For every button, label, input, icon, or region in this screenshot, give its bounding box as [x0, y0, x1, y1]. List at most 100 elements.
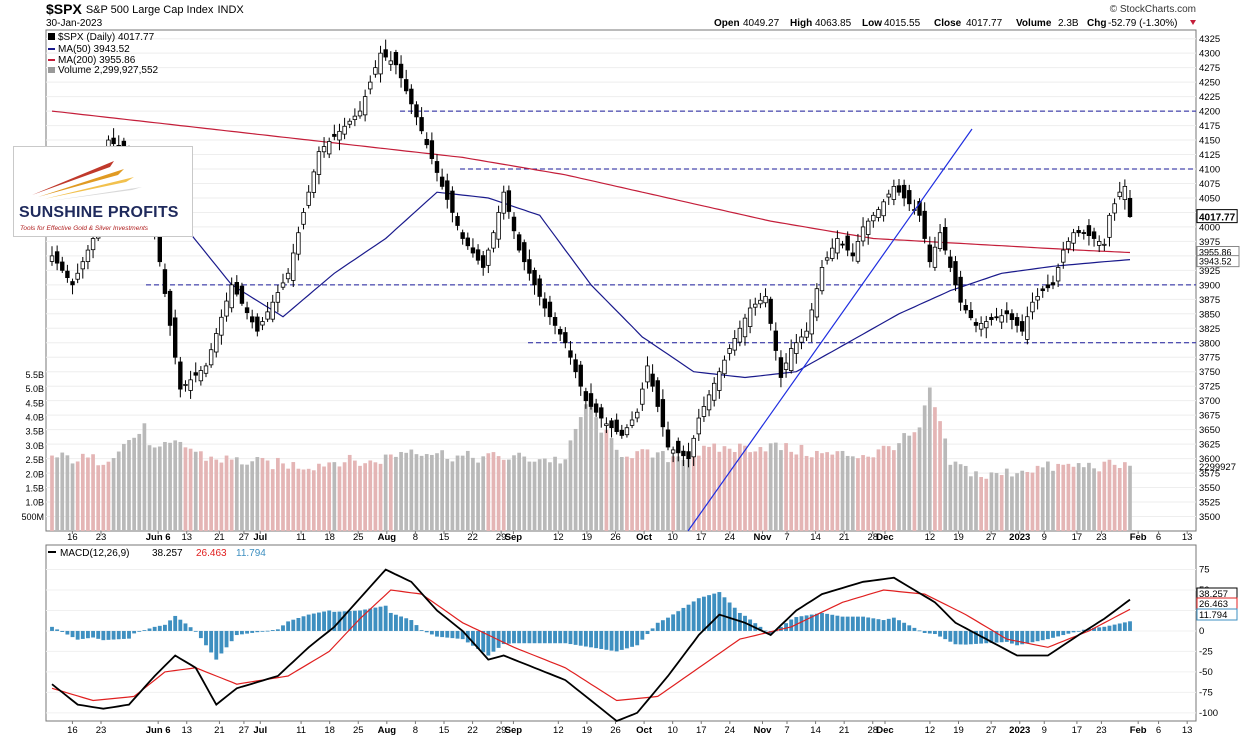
volume-bar [1061, 464, 1066, 531]
volume-bar [435, 453, 439, 531]
candle-body [1127, 197, 1133, 218]
x-tick-label: 27 [986, 725, 997, 736]
macd-histogram-bar [614, 630, 619, 652]
macd-histogram-bar [250, 630, 255, 633]
macd-histogram-bar [871, 618, 876, 631]
price-tick-label: 4300 [1199, 49, 1220, 60]
macd-histogram-bar [1117, 623, 1122, 631]
price-tick-label: 3800 [1199, 338, 1220, 349]
volume-bar [804, 455, 809, 531]
x-tick-label: Oct [636, 725, 653, 736]
volume-bar [188, 448, 193, 531]
x-tick-label: 6 [1156, 532, 1161, 543]
macd-histogram-bar [404, 618, 409, 631]
candle-body [522, 242, 527, 263]
volume-bar [296, 468, 301, 531]
candle-body [686, 451, 691, 460]
macd-histogram-bar [445, 630, 450, 638]
price-tick-label: 3575 [1199, 469, 1220, 480]
macd-histogram-bar [270, 630, 275, 631]
macd-histogram-bar [609, 630, 614, 651]
candle-body [943, 226, 948, 251]
volume-bar [681, 459, 686, 531]
macd-histogram-bar [127, 630, 131, 639]
volume-bar [250, 461, 255, 531]
volume-bar [430, 454, 434, 531]
candle-body [968, 309, 974, 319]
volume-bar [424, 454, 429, 531]
macd-histogram-bar [1066, 630, 1071, 634]
macd-histogram-bar [188, 627, 193, 631]
candle-body [357, 110, 363, 117]
volume-bar [625, 456, 629, 531]
volume-bar [163, 441, 167, 531]
candle-body [599, 407, 604, 419]
x-tick-label: 19 [953, 532, 964, 543]
volume-bar [768, 443, 773, 531]
macd-current-label: 38.257 [1199, 589, 1228, 600]
volume-bar [743, 445, 747, 531]
macd-histogram-bar [1056, 630, 1061, 637]
macd-histogram-bar [55, 629, 60, 631]
macd-value-box [1196, 608, 1238, 621]
macd-histogram-bar [116, 630, 121, 640]
volume-bar [835, 451, 840, 531]
candle-body [1091, 231, 1097, 239]
volume-bar [702, 445, 706, 531]
candle-body [824, 257, 830, 261]
candle-body [388, 60, 393, 65]
macd-histogram-bar [974, 630, 978, 644]
volume-bar [861, 455, 865, 531]
x-tick-label: 27 [986, 532, 997, 543]
x-tick-label: Feb [1130, 532, 1147, 543]
volume-bars [50, 387, 1132, 531]
price-tick-label: 3925 [1199, 266, 1220, 277]
volume-bar [979, 476, 983, 531]
macd-histogram-bar [953, 630, 958, 645]
candle-body [737, 327, 743, 343]
macd-histogram-bar [306, 614, 311, 631]
ohlc-readout: Open 4049.27 High 4063.85 Low 4015.55 Cl… [714, 18, 1196, 29]
candle-body [640, 388, 645, 405]
candle-body [984, 321, 989, 329]
macd-histogram-bar [522, 630, 527, 644]
x-tick-label: 17 [696, 725, 707, 736]
volume-bar [147, 445, 152, 531]
candle-body [706, 394, 712, 411]
candle-body [994, 316, 999, 319]
legend-price: $SPX (Daily) 4017.77 [58, 32, 155, 43]
volume-tick-label: 4.5B [25, 398, 44, 408]
x-tick-label: 9 [1042, 725, 1047, 736]
candle-body [327, 141, 332, 155]
candle-body [1112, 203, 1117, 214]
candle-body [450, 190, 455, 213]
volume-bar [753, 451, 758, 531]
candle-body [778, 357, 784, 378]
volume-bar [897, 443, 901, 531]
macd-histogram-bar [137, 630, 142, 632]
macd-histogram-bar [229, 630, 234, 642]
macd-histogram-bar [1040, 630, 1045, 641]
macd-histogram-bar [968, 630, 973, 645]
volume-bar [758, 447, 763, 531]
candle-body [989, 316, 994, 320]
candle-body [1045, 284, 1051, 289]
candle-body [978, 323, 984, 330]
candle-body [496, 212, 501, 240]
macd-histogram-bar [830, 614, 835, 631]
macd-histogram-bar [481, 630, 486, 653]
macd-histogram-bar [409, 620, 414, 631]
macd-histogram-bar [568, 630, 573, 645]
volume-bar [927, 387, 932, 531]
volume-bar [1020, 470, 1025, 531]
candle-body [1086, 225, 1092, 237]
candle-body [352, 115, 358, 120]
macd-tick-label: 75 [1199, 565, 1210, 576]
volume-bar [527, 461, 532, 531]
macd-histogram-bar [471, 630, 475, 646]
x-tick-label: 21 [839, 725, 850, 736]
macd-histogram-bar [527, 630, 532, 644]
price-grid [46, 38, 1196, 518]
x-tick-label: Nov [754, 532, 773, 543]
candle-body [891, 185, 897, 200]
